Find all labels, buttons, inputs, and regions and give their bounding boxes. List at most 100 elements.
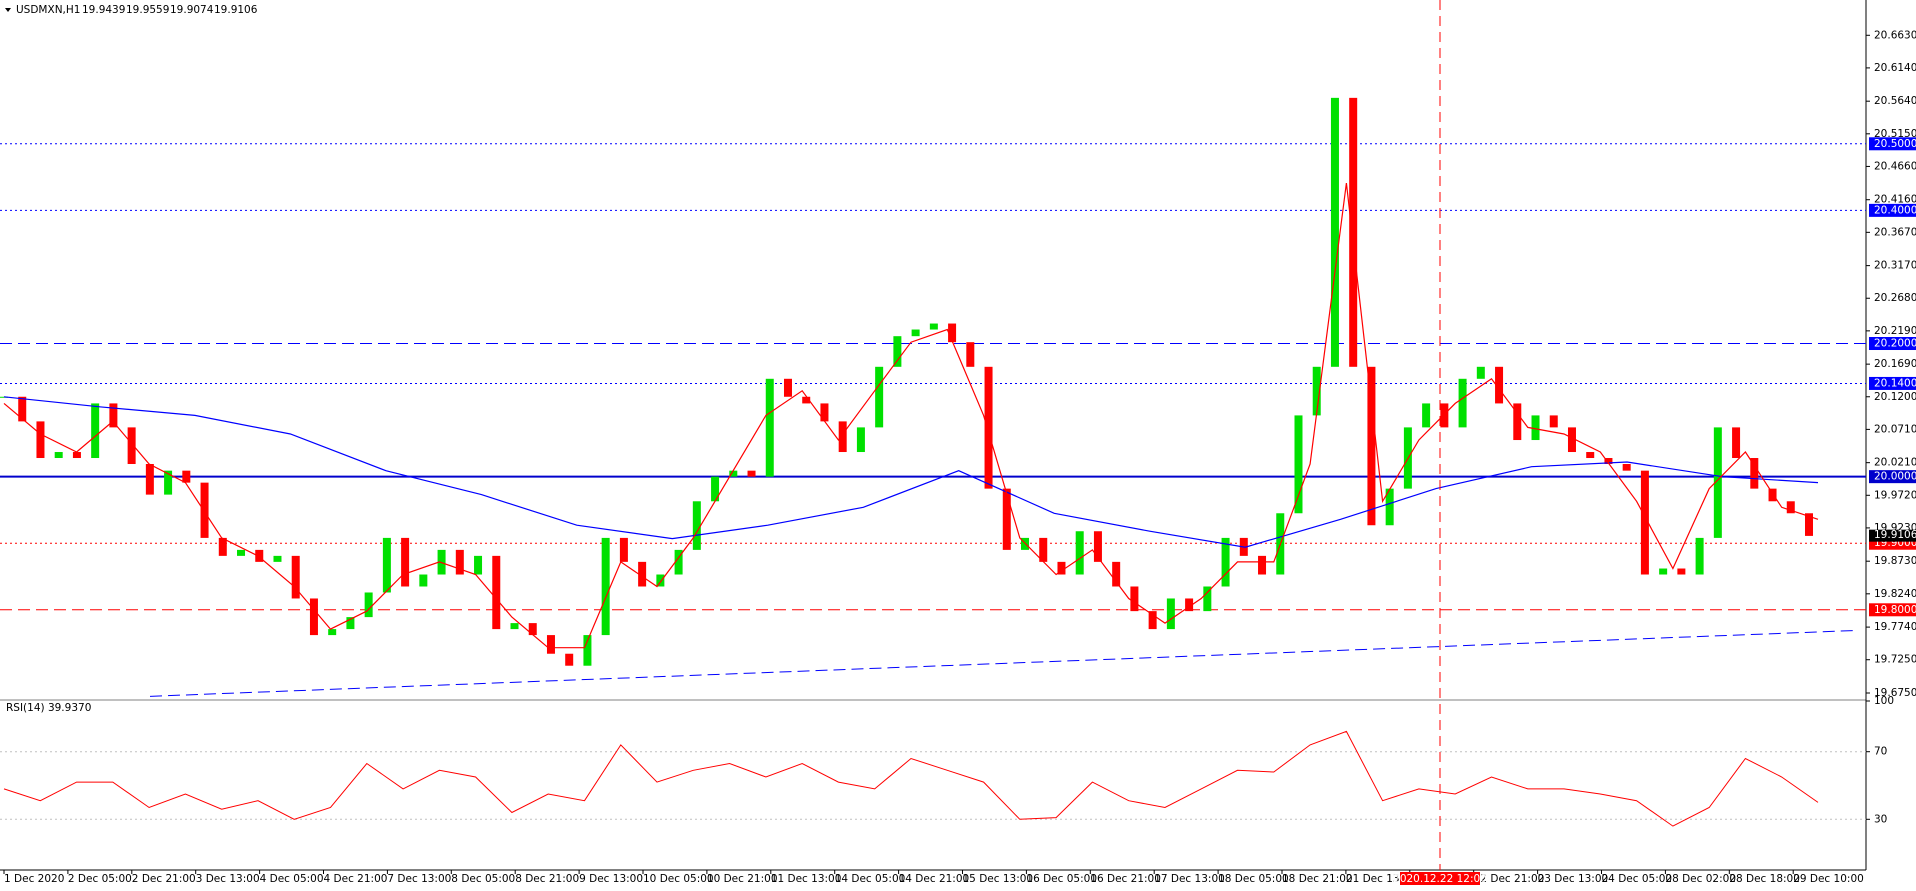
x-tick-label: 18 Dec 21:00 [1282,873,1353,885]
x-tick-label: 10 Dec 21:00 [707,873,778,885]
x-tick-label: 2 Dec 21:00 [132,873,196,885]
x-tick-label: 7 Dec 13:00 [387,873,451,885]
candle [273,555,282,562]
y-tick-label: 20.0210 [1874,457,1916,469]
menu-arrow[interactable] [5,8,11,12]
candle [1677,568,1686,575]
candle [1640,470,1649,575]
crosshair-label: 2020.12.22 12:00 [1393,873,1487,885]
candle [1586,452,1595,459]
level-label-box [1869,603,1916,617]
candle [1367,366,1376,526]
candle [1476,366,1485,379]
trendline [149,629,1858,697]
x-tick-label: 18 Dec 05:00 [1218,873,1289,885]
rsi-tick-label: 70 [1874,746,1887,758]
y-tick-label: 19.8240 [1874,588,1916,600]
candle [455,549,464,575]
y-tick-label: 20.5150 [1874,128,1916,140]
y-tick-label: 19.7250 [1874,654,1916,666]
x-tick-label: 4 Dec 21:00 [324,873,388,885]
y-tick-label: 19.6750 [1874,687,1916,699]
ohlc-low: 19.9074 [170,4,214,16]
rsi-tick-label: 30 [1874,813,1887,825]
candle [747,470,756,477]
candle [54,452,63,459]
ma-fast [3,183,1819,649]
candle [510,623,519,630]
y-tick-label: 20.5640 [1874,95,1916,107]
candle [1695,537,1704,575]
y-tick-label: 20.2190 [1874,325,1916,337]
ohlc-high: 19.9559 [126,4,169,16]
candle [36,421,45,459]
rsi-label: RSI(14) 39.9370 [6,702,91,714]
level-label-box [1869,470,1916,484]
candle [1349,97,1358,367]
candle [1312,366,1321,416]
candle [1422,403,1431,428]
y-tick-label: 20.2680 [1874,292,1916,304]
candle [565,653,574,666]
candle [1567,427,1576,453]
x-tick-label: 8 Dec 05:00 [451,873,515,885]
candle [984,366,993,489]
candle [911,329,920,337]
y-tick-label: 20.4160 [1874,194,1916,206]
candle [1750,458,1759,489]
candle [1458,378,1467,428]
candle [1258,555,1267,575]
x-tick-label: 3 Dec 13:00 [196,873,260,885]
level-label: 20.0000 [1874,471,1916,483]
candle [1075,531,1084,575]
candle [255,549,264,562]
candle [893,336,902,367]
candle [1185,598,1194,612]
candle [1221,537,1230,587]
candle [164,470,173,495]
y-tick-label: 20.3670 [1874,226,1916,238]
y-tick-label: 20.6630 [1874,29,1916,41]
candle [182,470,191,483]
candle [711,476,720,502]
level-label-box [1869,376,1916,390]
candle [1440,403,1449,428]
candle [1148,611,1157,630]
x-tick-label: 14 Dec 05:00 [835,873,906,885]
candle [72,452,81,459]
x-tick-label: 11 Dec 13:00 [771,873,842,885]
candle [1768,488,1777,502]
symbol-title: USDMXN,H1 [16,4,80,16]
y-tick-label: 20.1200 [1874,391,1916,403]
candle [546,635,555,654]
candle [1713,427,1722,538]
x-tick-label: 1 Dec 2020 [4,873,64,885]
x-tick-label: 28 Dec 02:00 [1665,873,1736,885]
level-label: 20.1400 [1874,377,1916,389]
rsi-tick-label: 100 [1874,695,1894,707]
candle [1732,427,1741,459]
level-label: 19.8000 [1874,604,1916,616]
candle [91,403,100,459]
candle [1786,501,1795,514]
level-label: 20.2000 [1874,338,1916,350]
candle [966,342,975,367]
level-label: 20.5000 [1874,138,1916,150]
level-label-box [1869,203,1916,217]
candle [583,635,592,666]
candle [765,378,774,477]
y-tick-label: 20.6140 [1874,62,1916,74]
candle [309,598,318,636]
x-tick-label: 16 Dec 05:00 [1026,873,1097,885]
candle [346,617,355,630]
candle [237,549,246,556]
candle [729,470,738,477]
candle [474,555,483,575]
candle [1604,458,1613,465]
candle [528,623,537,636]
x-tick-label: 17 Dec 13:00 [1154,873,1225,885]
y-tick-label: 20.3170 [1874,260,1916,272]
y-tick-label: 20.4660 [1874,160,1916,172]
candle [200,482,209,538]
candle [1531,415,1540,441]
